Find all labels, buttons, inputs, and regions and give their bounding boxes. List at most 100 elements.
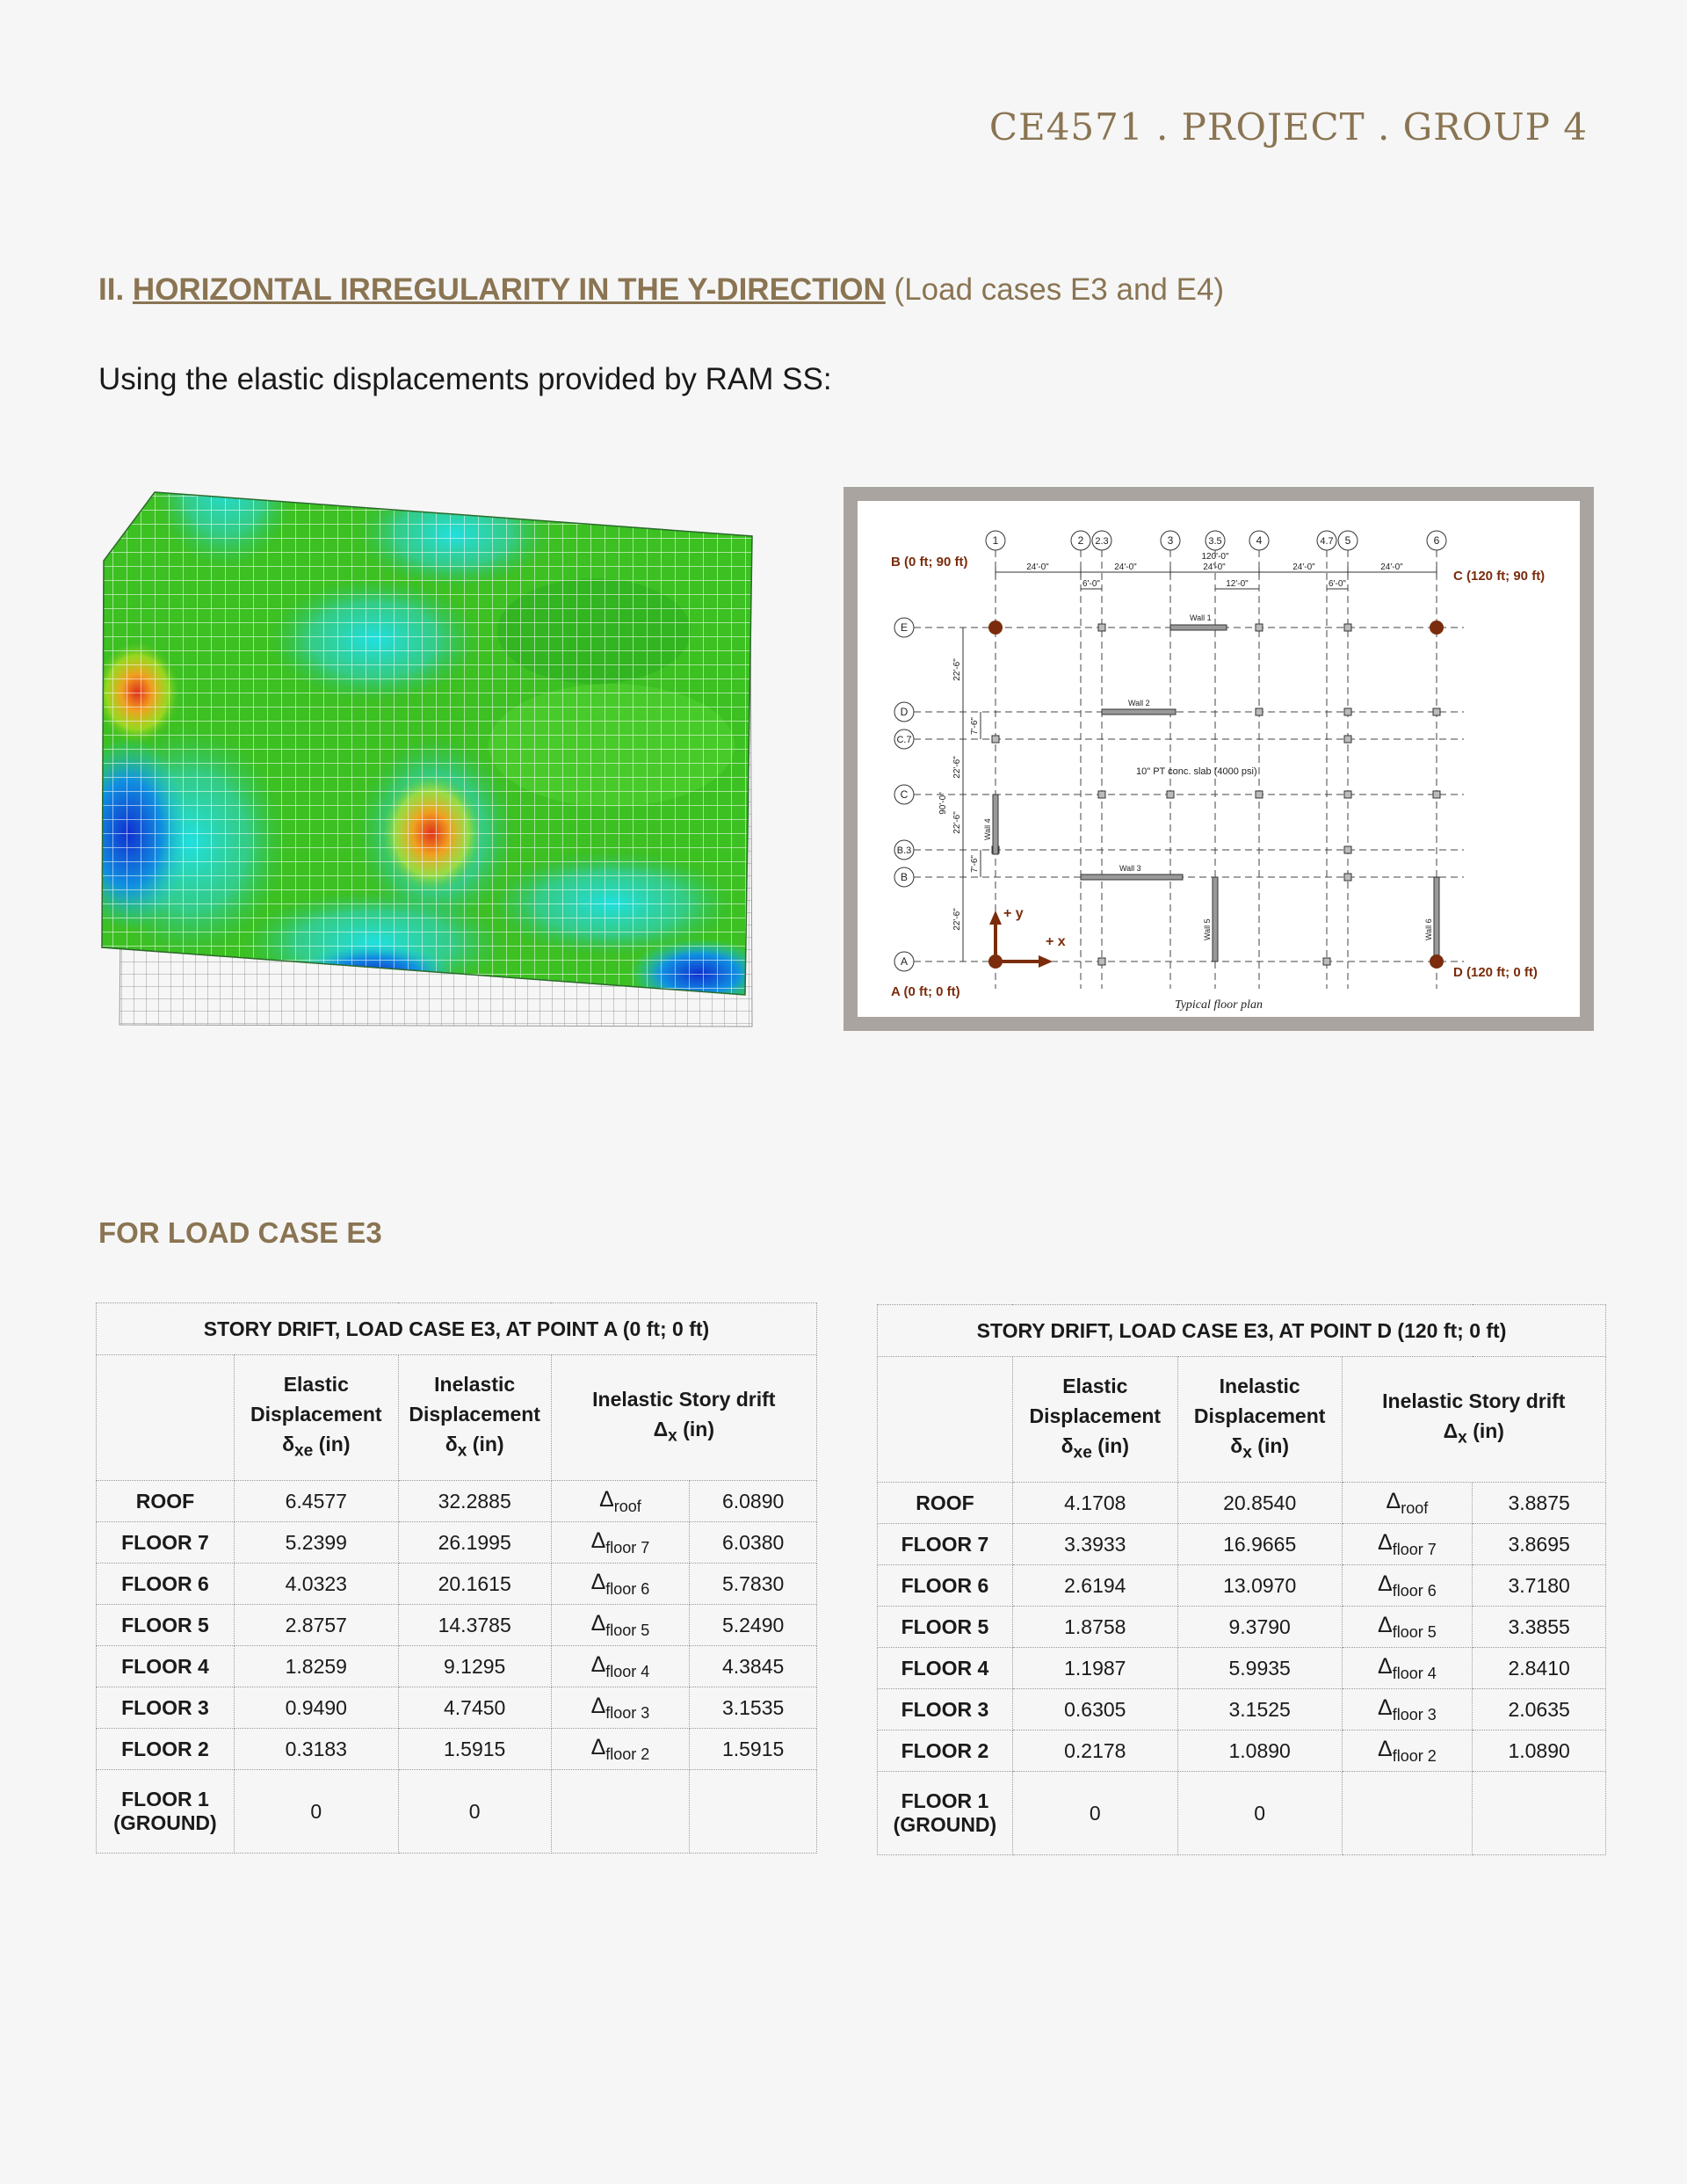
- story-drift-cell: 3.7180: [1472, 1564, 1606, 1607]
- svg-text:24'-0": 24'-0": [1114, 562, 1137, 572]
- svg-text:+ x: + x: [1046, 934, 1066, 949]
- svg-text:A: A: [901, 955, 908, 968]
- table-row: FLOOR 4 1.1987 5.9935 Δfloor 4 2.8410: [877, 1647, 1606, 1689]
- drift-table-point-d: STORY DRIFT, LOAD CASE E3, AT POINT D (1…: [877, 1304, 1607, 1855]
- ground-inelastic-cell: 0: [1177, 1771, 1343, 1855]
- corner-points: [988, 620, 1444, 969]
- svg-text:D (120 ft; 0 ft): D (120 ft; 0 ft): [1453, 965, 1538, 980]
- elastic-displacement-cell: 1.8758: [1011, 1606, 1178, 1648]
- floor-label: ROOF: [877, 1482, 1013, 1524]
- drift-table-point-a: STORY DRIFT, LOAD CASE E3, AT POINT A (0…: [96, 1302, 818, 1854]
- table-row: FLOOR 7 3.3933 16.9665 Δfloor 7 3.8695: [877, 1523, 1606, 1565]
- grid-row-e: E: [894, 617, 915, 638]
- fem-contour-image: [84, 482, 768, 1048]
- table-caption: STORY DRIFT, LOAD CASE E3, AT POINT D (1…: [877, 1304, 1606, 1357]
- elastic-header: Elastic Displacement δxe (in): [233, 1354, 399, 1481]
- table-row: FLOOR 3 0.6305 3.1525 Δfloor 3 2.0635: [877, 1688, 1606, 1731]
- drift-symbol-cell: Δfloor 4: [1341, 1647, 1473, 1689]
- row-label-header: [877, 1356, 1013, 1483]
- svg-text:E: E: [901, 621, 908, 634]
- ground-floor-label: FLOOR 1 (GROUND): [96, 1769, 235, 1854]
- floor-plan: 1 2 2.3 3 3.5 4 4.7 5 6 E D C.7 C B.3 B …: [858, 501, 1580, 1017]
- story-drift-cell: 2.0635: [1472, 1688, 1606, 1731]
- empty-cell: [1472, 1771, 1606, 1855]
- table-row: FLOOR 6 2.6194 13.0970 Δfloor 6 3.7180: [877, 1564, 1606, 1607]
- floor-label: FLOOR 3: [877, 1688, 1013, 1731]
- table-row: FLOOR 5 1.8758 9.3790 Δfloor 5 3.3855: [877, 1606, 1606, 1648]
- svg-text:C (120 ft; 90 ft): C (120 ft; 90 ft): [1453, 569, 1545, 584]
- section-prefix: II.: [98, 272, 125, 307]
- load-case-heading: FOR LOAD CASE E3: [98, 1216, 382, 1249]
- grid-col-5: 5: [1337, 530, 1358, 551]
- grid-col-4: 4: [1249, 530, 1270, 551]
- svg-text:120'-0": 120'-0": [1201, 552, 1228, 562]
- inelastic-displacement-cell: 26.1995: [397, 1521, 552, 1564]
- svg-text:24'-0": 24'-0": [1026, 562, 1049, 572]
- floor-label: FLOOR 4: [96, 1645, 235, 1687]
- svg-text:10" PT conc. slab (4000 psi): 10" PT conc. slab (4000 psi): [1136, 766, 1257, 777]
- svg-text:5: 5: [1345, 534, 1351, 547]
- svg-text:90'-0": 90'-0": [938, 792, 948, 815]
- grid-col-6: 6: [1426, 530, 1447, 551]
- drift-symbol-cell: Δfloor 5: [550, 1604, 691, 1646]
- table-row: ROOF 4.1708 20.8540 Δroof 3.8875: [877, 1482, 1606, 1524]
- svg-text:2.3: 2.3: [1095, 536, 1108, 547]
- svg-text:3.5: 3.5: [1208, 536, 1221, 547]
- floor-label: FLOOR 3: [96, 1687, 235, 1729]
- ground-elastic-cell: 0: [1011, 1771, 1178, 1855]
- grid-row-c7: C.7: [894, 729, 915, 750]
- inelastic-displacement-cell: 3.1525: [1177, 1688, 1343, 1731]
- floor-label: ROOF: [96, 1480, 235, 1522]
- drift-symbol-cell: Δfloor 2: [1341, 1730, 1473, 1772]
- section-heading: II. HORIZONTAL IRREGULARITY IN THE Y-DIR…: [98, 272, 1224, 308]
- grid-row-a: A: [894, 951, 915, 972]
- floor-plan-figure: 1 2 2.3 3 3.5 4 4.7 5 6 E D C.7 C B.3 B …: [844, 487, 1594, 1031]
- floor-label: FLOOR 6: [96, 1563, 235, 1605]
- inelastic-displacement-cell: 20.1615: [397, 1563, 552, 1605]
- svg-text:7'-6": 7'-6": [970, 855, 980, 873]
- floor-label: FLOOR 5: [877, 1606, 1013, 1648]
- grid-col-2-3: 2.3: [1091, 530, 1112, 551]
- svg-text:Wall 6: Wall 6: [1424, 918, 1433, 940]
- svg-text:22'-6": 22'-6": [952, 811, 962, 834]
- floor-label: FLOOR 7: [877, 1523, 1013, 1565]
- inelastic-displacement-cell: 13.0970: [1177, 1564, 1343, 1607]
- story-drift-cell: 1.5915: [689, 1728, 817, 1770]
- svg-text:22'-6": 22'-6": [952, 756, 962, 779]
- floor-label: FLOOR 2: [96, 1728, 235, 1770]
- drift-symbol-cell: Δfloor 6: [1341, 1564, 1473, 1607]
- floor-label: FLOOR 4: [877, 1647, 1013, 1689]
- story-drift-cell: 5.7830: [689, 1563, 817, 1605]
- grid-col-2: 2: [1070, 530, 1091, 551]
- svg-text:B (0 ft; 90 ft): B (0 ft; 90 ft): [891, 555, 968, 570]
- elastic-header: Elastic Displacement δxe (in): [1011, 1356, 1178, 1483]
- svg-text:C.7: C.7: [896, 735, 911, 745]
- inelastic-displacement-cell: 5.9935: [1177, 1647, 1343, 1689]
- grid-col-3-5: 3.5: [1205, 530, 1226, 551]
- drift-header: Inelastic Story drift Δx (in): [1341, 1356, 1607, 1483]
- inelastic-displacement-cell: 16.9665: [1177, 1523, 1343, 1565]
- row-label-header: [96, 1354, 235, 1481]
- ground-floor-label: FLOOR 1 (GROUND): [877, 1771, 1013, 1855]
- elastic-displacement-cell: 3.3933: [1011, 1523, 1178, 1565]
- inelastic-displacement-cell: 14.3785: [397, 1604, 552, 1646]
- inelastic-displacement-cell: 1.5915: [397, 1728, 552, 1770]
- elastic-displacement-cell: 2.6194: [1011, 1564, 1178, 1607]
- drift-symbol-cell: Δfloor 5: [1341, 1606, 1473, 1648]
- floor-label: FLOOR 7: [96, 1521, 235, 1564]
- grid-col-4-7: 4.7: [1316, 530, 1337, 551]
- elastic-displacement-cell: 0.9490: [233, 1687, 399, 1729]
- svg-text:7'-6": 7'-6": [970, 717, 980, 735]
- svg-text:2: 2: [1078, 534, 1084, 547]
- svg-text:6'-0": 6'-0": [1082, 579, 1100, 589]
- svg-text:Wall 3: Wall 3: [1119, 864, 1141, 873]
- svg-text:B: B: [901, 871, 908, 883]
- story-drift-cell: 1.0890: [1472, 1730, 1606, 1772]
- svg-text:C: C: [901, 788, 909, 801]
- table-row: ROOF 6.4577 32.2885 Δroof 6.0890: [96, 1480, 817, 1522]
- grid-row-c: C: [894, 784, 915, 805]
- section-title: HORIZONTAL IRREGULARITY IN THE Y-DIRECTI…: [132, 272, 886, 307]
- floor-label: FLOOR 5: [96, 1604, 235, 1646]
- svg-text:A (0 ft; 0 ft): A (0 ft; 0 ft): [891, 984, 960, 999]
- inelastic-displacement-cell: 4.7450: [397, 1687, 552, 1729]
